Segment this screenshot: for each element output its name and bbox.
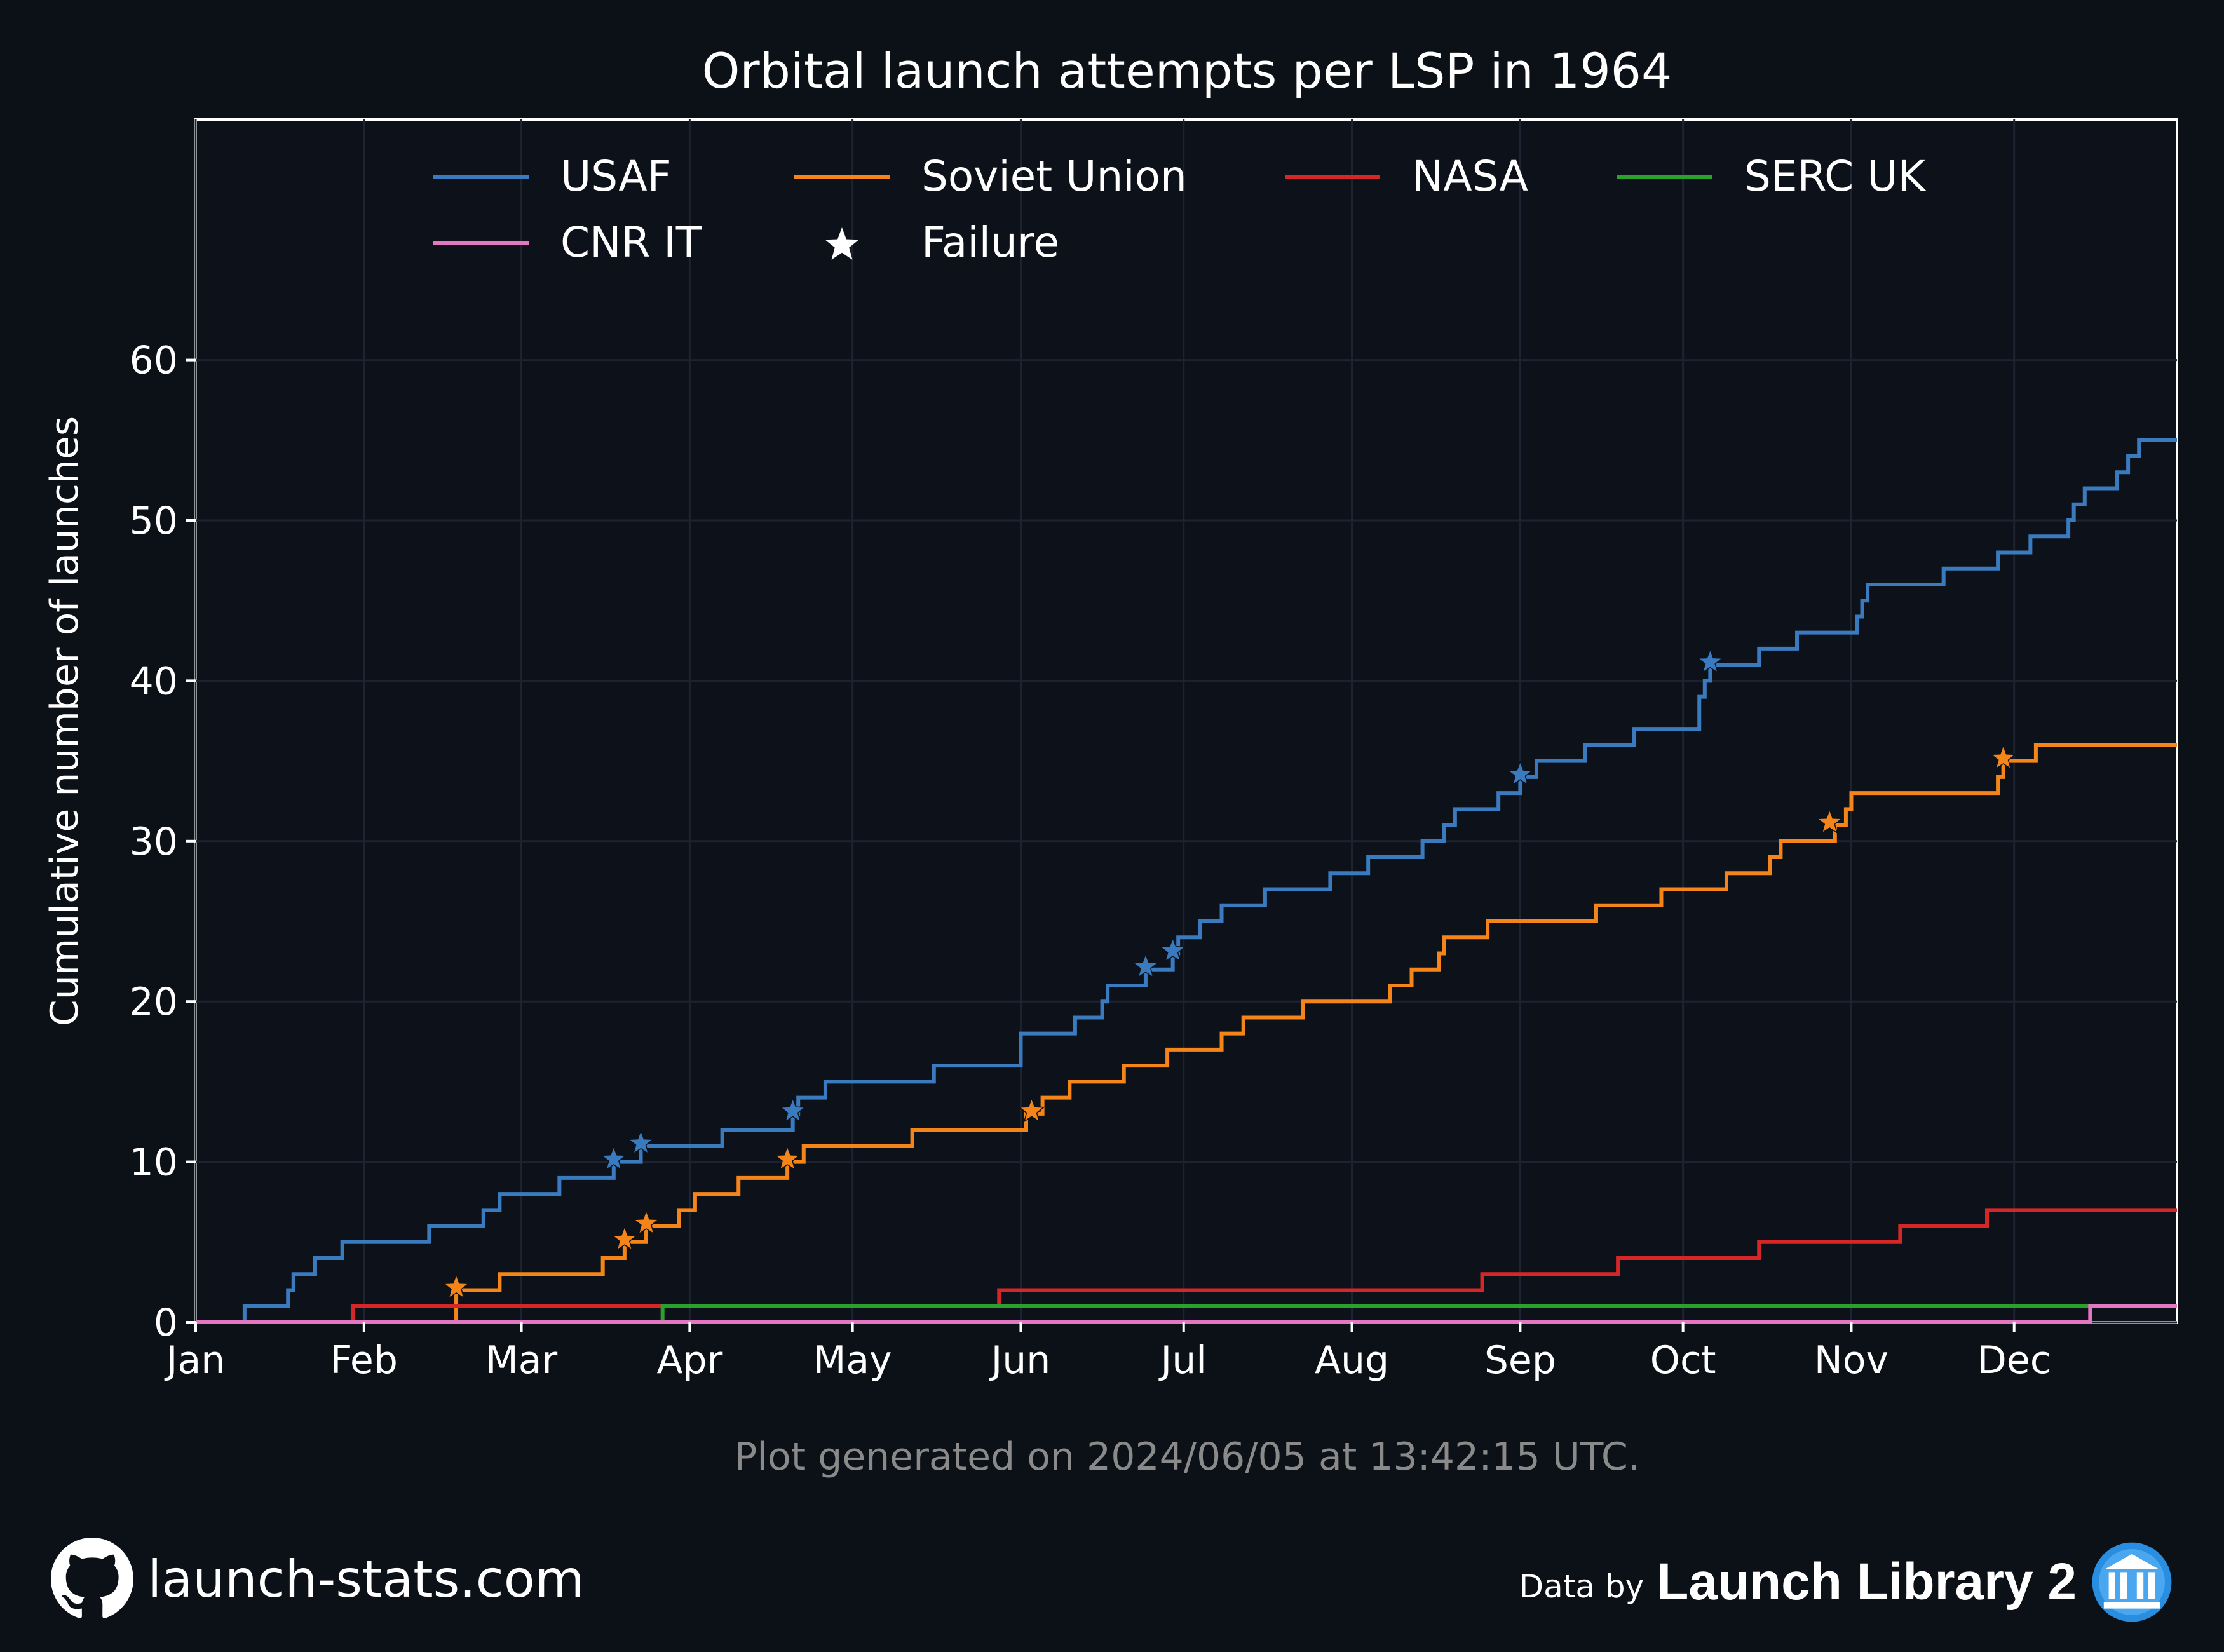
failure-marker-soviet-union bbox=[1018, 1097, 1045, 1123]
y-tick-label: 30 bbox=[130, 820, 178, 864]
y-tick-label: 20 bbox=[130, 980, 178, 1024]
grid bbox=[194, 119, 2177, 1324]
plot-area bbox=[194, 118, 2178, 1324]
failure-marker-usaf bbox=[1159, 937, 1186, 963]
x-tick-label: Jun bbox=[989, 1338, 1051, 1383]
x-tick-label: Mar bbox=[485, 1338, 558, 1383]
legend-label-cnr-it: CNR IT bbox=[560, 218, 702, 267]
y-tick-label: 10 bbox=[130, 1141, 178, 1185]
failure-marker-soviet-union bbox=[442, 1273, 470, 1299]
x-tick-label: Dec bbox=[1977, 1338, 2051, 1383]
series-layer bbox=[196, 438, 2177, 1324]
legend-label-serc-uk: SERC UK bbox=[1744, 152, 1927, 201]
series-line-soviet-union bbox=[196, 743, 2177, 1324]
failure-marker-usaf bbox=[600, 1145, 627, 1171]
legend-label-soviet-union: Soviet Union bbox=[921, 152, 1187, 201]
failure-marker-soviet-union bbox=[774, 1145, 801, 1171]
github-icon bbox=[51, 1538, 133, 1618]
failure-marker-soviet-union bbox=[1990, 744, 2017, 770]
x-tick-label: Apr bbox=[656, 1338, 722, 1383]
x-tick-label: Nov bbox=[1814, 1338, 1888, 1383]
failure-markers bbox=[442, 648, 2017, 1299]
legend-failure-marker bbox=[825, 227, 859, 260]
chart-title: Orbital launch attempts per LSP in 1964 bbox=[702, 43, 1672, 99]
y-axis-label: Cumulative number of launches bbox=[43, 416, 87, 1026]
data-source-credit[interactable]: Data by Launch Library 2 bbox=[1519, 1541, 2173, 1623]
legend-label-usaf: USAF bbox=[560, 152, 672, 201]
legend-label-failure: Failure bbox=[921, 218, 1059, 267]
launch-library-logo-icon bbox=[2092, 1542, 2172, 1622]
x-tick-label: Feb bbox=[330, 1338, 398, 1383]
x-tick-label: Sep bbox=[1484, 1338, 1556, 1383]
x-tick-label: Aug bbox=[1315, 1338, 1389, 1383]
legend-label-nasa: NASA bbox=[1412, 152, 1528, 201]
failure-marker-soviet-union bbox=[611, 1225, 638, 1251]
y-tick-label: 0 bbox=[154, 1301, 178, 1345]
failure-marker-usaf bbox=[779, 1097, 806, 1123]
x-tick-label: Jan bbox=[164, 1338, 226, 1383]
failure-marker-usaf bbox=[627, 1129, 654, 1155]
generated-note: Plot generated on 2024/06/05 at 13:42:15… bbox=[734, 1435, 1640, 1479]
y-tick-label: 60 bbox=[130, 339, 178, 383]
failure-marker-usaf bbox=[1697, 648, 1724, 674]
x-tick-label: Oct bbox=[1650, 1338, 1716, 1383]
failure-marker-usaf bbox=[1507, 760, 1534, 786]
series-line-usaf bbox=[196, 438, 2177, 1324]
site-label: launch-stats.com bbox=[147, 1549, 585, 1609]
y-tick-label: 40 bbox=[130, 659, 178, 703]
y-tick-label: 50 bbox=[130, 499, 178, 543]
x-tick-label: Jul bbox=[1158, 1338, 1207, 1383]
legend: USAF Soviet Union NASA SERC UK CNR IT Failure bbox=[433, 152, 1927, 267]
failure-marker-soviet-union bbox=[632, 1209, 660, 1235]
x-tick-label: May bbox=[813, 1338, 892, 1383]
data-by-label: Data by bbox=[1519, 1568, 1644, 1605]
failure-marker-soviet-union bbox=[1816, 808, 1843, 834]
axes: 0 10 20 30 40 50 60 Jan Feb Mar Apr May Jun Jul Aug Sep… bbox=[130, 339, 2051, 1383]
failure-marker-usaf bbox=[1132, 952, 1160, 978]
source-name: Launch Library 2 bbox=[1657, 1553, 2077, 1611]
series-line-cnr-it bbox=[196, 1304, 2177, 1324]
site-credit[interactable]: launch-stats.com bbox=[51, 1538, 585, 1618]
